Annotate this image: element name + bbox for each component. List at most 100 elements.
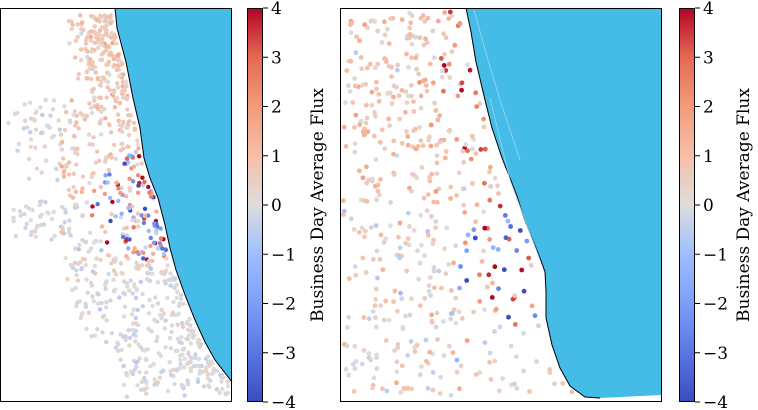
flux-point <box>462 209 468 215</box>
flux-point <box>463 142 469 148</box>
flux-point <box>89 29 94 34</box>
flux-point <box>142 213 147 219</box>
flux-point <box>79 57 84 63</box>
flux-point <box>78 13 83 18</box>
flux-point <box>17 209 23 214</box>
flux-point <box>496 286 501 291</box>
flux-point <box>405 142 411 148</box>
flux-point <box>85 49 90 54</box>
flux-point <box>115 53 121 58</box>
flux-point <box>383 298 388 304</box>
flux-point <box>74 268 79 273</box>
flux-point <box>61 156 66 161</box>
flux-point <box>117 123 122 128</box>
flux-point <box>352 149 358 155</box>
flux-point <box>387 223 393 229</box>
flux-point <box>29 229 35 234</box>
flux-point <box>352 141 358 147</box>
flux-point <box>359 361 365 367</box>
flux-point <box>155 334 160 340</box>
flux-point <box>141 250 146 255</box>
flux-point <box>394 153 400 159</box>
flux-point <box>68 233 73 238</box>
flux-point <box>80 113 86 118</box>
flux-point <box>409 93 414 99</box>
flux-point <box>442 246 447 252</box>
flux-point <box>517 228 523 233</box>
flux-point <box>87 101 92 106</box>
flux-point <box>395 62 401 68</box>
flux-point <box>185 361 190 367</box>
flux-point <box>381 240 387 245</box>
flux-point <box>111 64 116 69</box>
flux-point <box>89 110 95 116</box>
flux-point <box>394 84 399 90</box>
flux-point <box>188 359 193 365</box>
flux-point <box>405 353 410 358</box>
flux-point <box>452 42 458 48</box>
flux-point <box>130 327 135 333</box>
flux-point <box>174 282 179 287</box>
flux-point <box>174 368 179 373</box>
flux-point <box>446 61 452 67</box>
flux-point <box>391 94 396 100</box>
flux-point <box>453 320 459 326</box>
flux-point <box>547 367 553 372</box>
flux-point <box>415 248 420 254</box>
flux-point <box>524 238 530 244</box>
flux-point <box>91 14 96 19</box>
flux-point <box>366 177 372 183</box>
flux-point <box>152 377 157 382</box>
flux-point <box>124 281 130 286</box>
flux-point <box>66 172 72 177</box>
flux-point <box>86 310 92 315</box>
flux-point <box>188 369 193 374</box>
flux-point <box>120 234 126 240</box>
flux-point <box>441 353 447 358</box>
flux-point <box>27 100 33 105</box>
flux-point <box>106 271 111 277</box>
flux-point <box>500 376 505 381</box>
flux-point <box>111 268 117 273</box>
flux-point <box>122 304 128 309</box>
flux-point <box>131 250 136 255</box>
flux-point <box>169 372 174 378</box>
flux-point <box>42 144 48 149</box>
flux-point <box>391 299 396 305</box>
flux-point <box>458 363 464 369</box>
flux-point <box>389 101 395 106</box>
flux-point <box>121 334 126 339</box>
flux-point <box>470 133 475 139</box>
flux-point <box>440 319 446 324</box>
flux-point <box>126 328 131 333</box>
flux-point <box>74 300 80 306</box>
flux-point <box>127 206 132 211</box>
flux-point <box>92 263 98 269</box>
flux-point <box>403 386 408 391</box>
flux-point <box>11 218 16 224</box>
flux-point <box>63 163 69 168</box>
flux-point <box>168 345 174 351</box>
flux-point <box>175 289 180 295</box>
flux-point <box>91 240 97 245</box>
flux-point <box>137 180 142 186</box>
colorbar-tick-label: −1 <box>271 245 296 265</box>
flux-point <box>130 291 135 296</box>
flux-point <box>427 61 433 67</box>
flux-point <box>137 356 142 361</box>
flux-point <box>167 336 173 341</box>
flux-point <box>75 22 81 27</box>
flux-point <box>404 100 410 105</box>
flux-point <box>73 55 78 60</box>
flux-point <box>88 60 94 65</box>
flux-point <box>111 142 117 148</box>
flux-point <box>74 162 79 167</box>
flux-point <box>437 139 442 145</box>
flux-point <box>354 34 359 40</box>
flux-point <box>367 61 373 67</box>
flux-point <box>114 67 119 73</box>
flux-point <box>140 304 146 309</box>
flux-point <box>223 391 228 396</box>
flux-point <box>135 138 140 143</box>
flux-point <box>98 57 103 62</box>
